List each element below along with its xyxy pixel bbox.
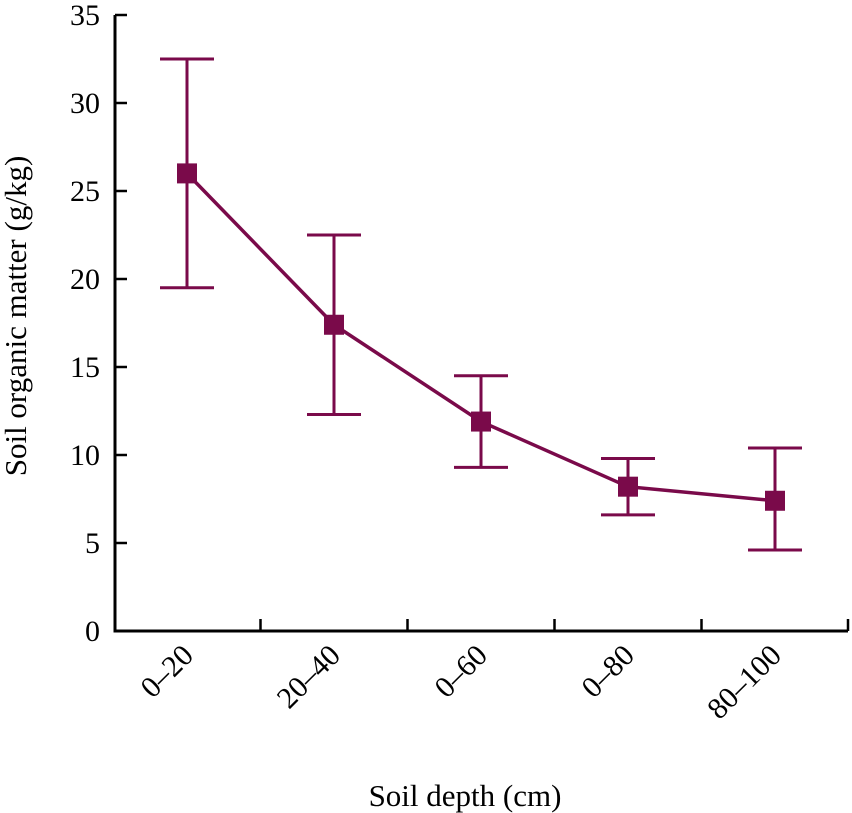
data-point (177, 163, 197, 184)
y-axis-ticks: 0 5 10 15 20 25 30 35 (70, 0, 127, 648)
data-point (765, 490, 785, 511)
x-axis-ticks: 0–20 20–40 0–60 0–80 80–100 (113, 619, 850, 726)
x-tick-label: 0–60 (428, 639, 494, 705)
data-point (618, 476, 638, 497)
data-point (324, 314, 344, 335)
y-tick-label: 0 (85, 615, 100, 648)
y-tick-label: 35 (70, 0, 100, 32)
y-tick-label: 25 (70, 175, 100, 208)
x-tick-label: 20–40 (271, 639, 347, 715)
y-tick-label: 15 (70, 351, 100, 384)
axes (113, 15, 848, 633)
x-axis-title: Soil depth (cm) (369, 778, 562, 813)
data-series (177, 163, 785, 511)
y-tick-label: 10 (70, 439, 100, 472)
y-axis-title: Soil organic matter (g/kg) (0, 156, 33, 477)
y-tick-label: 30 (70, 87, 100, 120)
x-tick-label: 80–100 (701, 639, 788, 726)
error-bars (160, 57, 802, 552)
x-tick-label: 0–20 (134, 639, 200, 705)
y-tick-label: 20 (70, 263, 100, 296)
data-point (471, 411, 491, 432)
y-tick-label: 5 (85, 527, 100, 560)
x-tick-label: 0–80 (575, 639, 641, 705)
